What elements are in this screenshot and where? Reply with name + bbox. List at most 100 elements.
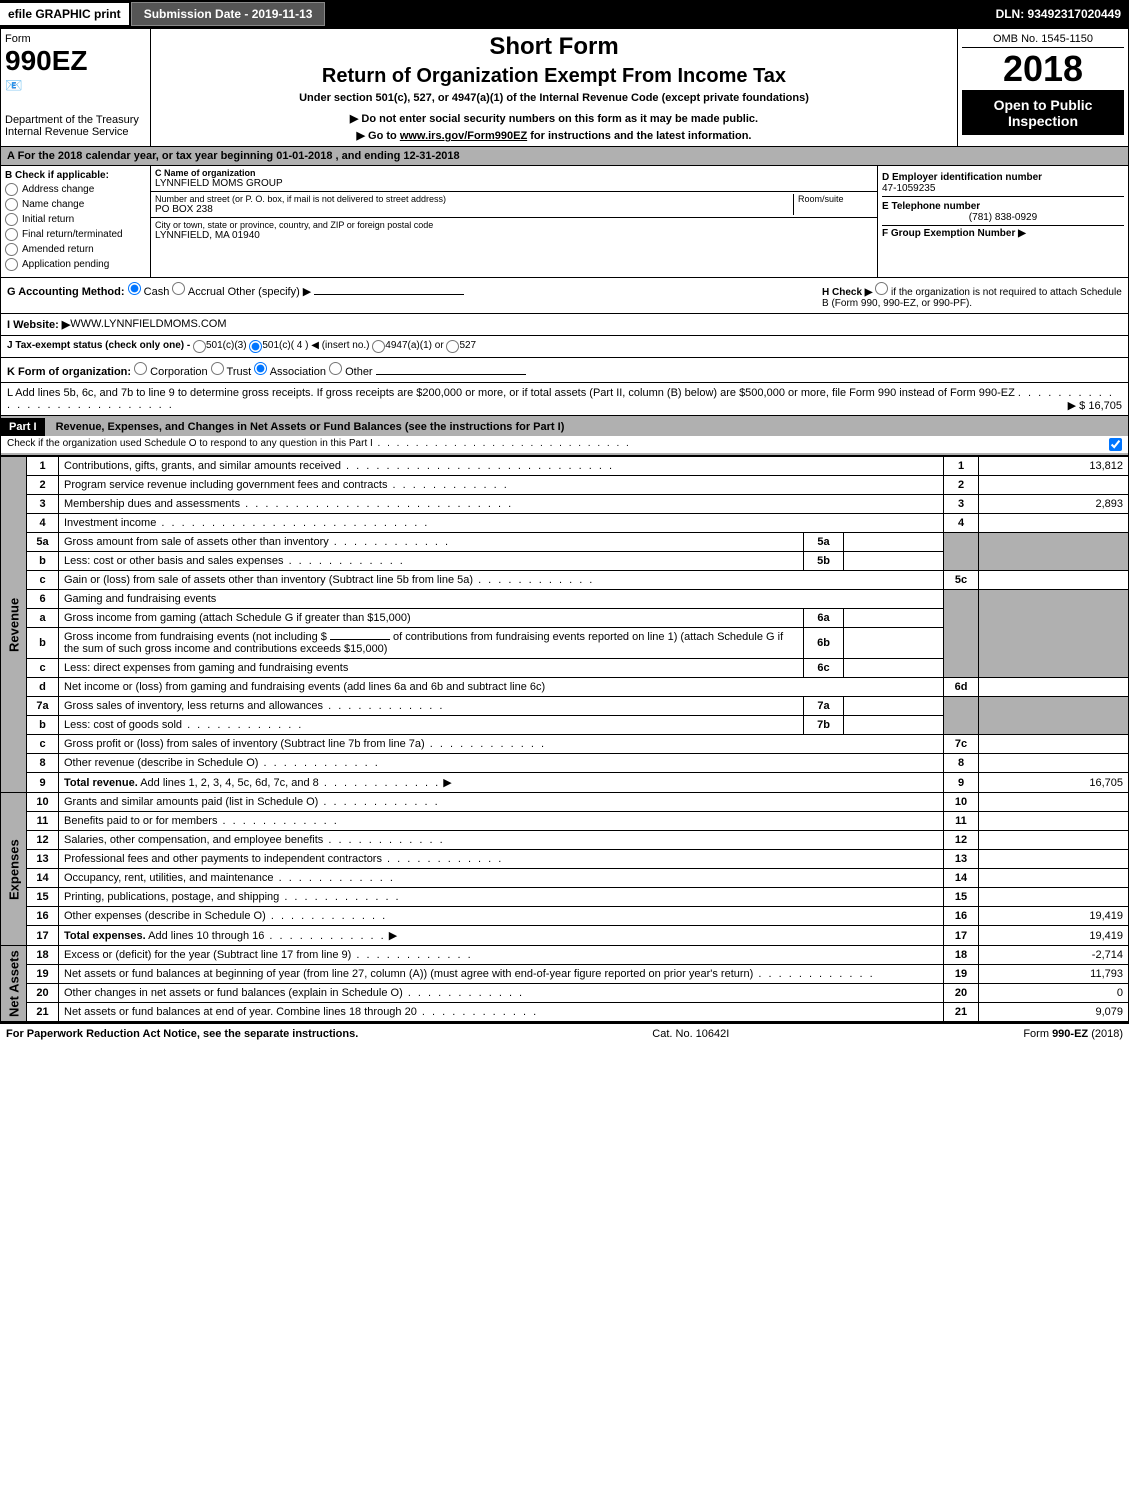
chk-address-change[interactable]: Address change xyxy=(5,183,146,196)
line-19-val: 11,793 xyxy=(979,965,1129,984)
l-amount: ▶ $ 16,705 xyxy=(1068,399,1122,412)
line-12-desc: Salaries, other compensation, and employ… xyxy=(64,834,323,846)
line-6c-desc: Less: direct expenses from gaming and fu… xyxy=(64,662,348,674)
dln-label: DLN: 93492317020449 xyxy=(988,3,1129,25)
chk-name-change[interactable]: Name change xyxy=(5,198,146,211)
radio-cash[interactable] xyxy=(128,282,141,295)
line-21-desc: Net assets or fund balances at end of ye… xyxy=(64,1006,417,1018)
line-16-val: 19,419 xyxy=(979,907,1129,926)
footer-left: For Paperwork Reduction Act Notice, see … xyxy=(6,1028,358,1040)
other-org-blank[interactable] xyxy=(376,374,526,375)
line-16-desc: Other expenses (describe in Schedule O) xyxy=(64,910,266,922)
col-c-name-address: C Name of organization LYNNFIELD MOMS GR… xyxy=(151,166,878,277)
open-public: Open to Public Inspection xyxy=(962,91,1124,135)
radio-address[interactable] xyxy=(5,183,18,196)
part1-label: Part I xyxy=(1,418,45,436)
under-section: Under section 501(c), 527, or 4947(a)(1)… xyxy=(155,92,953,104)
tax-year: 2018 xyxy=(962,48,1124,91)
radio-accrual[interactable] xyxy=(172,282,185,295)
row-j: J Tax-exempt status (check only one) - 5… xyxy=(0,336,1129,358)
line-5b-desc: Less: cost or other basis and sales expe… xyxy=(64,555,284,567)
row-a-tax-year: A For the 2018 calendar year, or tax yea… xyxy=(0,147,1129,166)
revenue-side-label: Revenue xyxy=(1,457,27,793)
line-7c-desc: Gross profit or (loss) from sales of inv… xyxy=(64,738,425,750)
radio-corp[interactable] xyxy=(134,362,147,375)
org-name: LYNNFIELD MOMS GROUP xyxy=(155,178,873,189)
line-20-desc: Other changes in net assets or fund bala… xyxy=(64,987,403,999)
l-text: L Add lines 5b, 6c, and 7b to line 9 to … xyxy=(7,387,1015,399)
header-left: Form 990EZ 📧 Department of the Treasury … xyxy=(1,29,151,146)
radio-name[interactable] xyxy=(5,198,18,211)
netassets-side-label: Net Assets xyxy=(1,946,27,1022)
radio-amended[interactable] xyxy=(5,243,18,256)
line-6-desc: Gaming and fundraising events xyxy=(59,590,944,609)
radio-assoc[interactable] xyxy=(254,362,267,375)
part1-title: Revenue, Expenses, and Changes in Net As… xyxy=(56,421,565,433)
line-12-val xyxy=(979,831,1129,850)
line-19-desc: Net assets or fund balances at beginning… xyxy=(64,968,753,980)
line-6b-desc1: Gross income from fundraising events (no… xyxy=(64,631,327,643)
line-7c-val xyxy=(979,735,1129,754)
lines-table: Revenue 1 Contributions, gifts, grants, … xyxy=(0,456,1129,1022)
row-i: I Website: ▶ WWW.LYNNFIELDMOMS.COM xyxy=(0,314,1129,336)
line-6d-desc: Net income or (loss) from gaming and fun… xyxy=(64,681,545,693)
chk-pending[interactable]: Application pending xyxy=(5,258,146,271)
efile-label[interactable]: efile GRAPHIC print xyxy=(0,3,129,25)
line-9-desc: Add lines 1, 2, 3, 4, 5c, 6d, 7c, and 8 xyxy=(140,777,319,789)
header-right: OMB No. 1545-1150 2018 Open to Public In… xyxy=(958,29,1128,146)
radio-501c[interactable] xyxy=(249,340,262,353)
radio-final[interactable] xyxy=(5,228,18,241)
line-5c-desc: Gain or (loss) from sale of assets other… xyxy=(64,574,473,586)
line-13-val xyxy=(979,850,1129,869)
line-6b-blank[interactable] xyxy=(330,639,390,640)
line-21-val: 9,079 xyxy=(979,1003,1129,1022)
line-17-val: 19,419 xyxy=(979,926,1129,946)
footer-right: Form 990-EZ (2018) xyxy=(1023,1028,1123,1040)
form-number: 990EZ xyxy=(5,45,146,77)
radio-h[interactable] xyxy=(875,282,888,295)
do-not-enter: ▶ Do not enter social security numbers o… xyxy=(155,112,953,125)
radio-initial[interactable] xyxy=(5,213,18,226)
website-val: WWW.LYNNFIELDMOMS.COM xyxy=(70,318,226,331)
radio-trust[interactable] xyxy=(211,362,224,375)
year-end: 12-31-2018 xyxy=(403,150,459,162)
room-label: Room/suite xyxy=(798,194,873,204)
line-6c-val xyxy=(844,659,944,678)
line-7a-desc: Gross sales of inventory, less returns a… xyxy=(64,700,323,712)
line-11-val xyxy=(979,812,1129,831)
other-specify-blank[interactable] xyxy=(314,294,464,295)
city-label: City or town, state or province, country… xyxy=(155,220,873,230)
form-label: Form xyxy=(5,33,146,45)
radio-527[interactable] xyxy=(446,340,459,353)
dept-label: Department of the Treasury xyxy=(5,114,146,126)
line-10-desc: Grants and similar amounts paid (list in… xyxy=(64,796,318,808)
short-form-title: Short Form xyxy=(155,33,953,61)
radio-4947[interactable] xyxy=(372,340,385,353)
return-title: Return of Organization Exempt From Incom… xyxy=(155,65,953,88)
entity-row: B Check if applicable: Address change Na… xyxy=(0,166,1129,278)
expenses-side-label: Expenses xyxy=(1,793,27,946)
line-7a-val xyxy=(844,697,944,716)
radio-501c3[interactable] xyxy=(193,340,206,353)
chk-amended[interactable]: Amended return xyxy=(5,243,146,256)
line-10-val xyxy=(979,793,1129,812)
street-label: Number and street (or P. O. box, if mail… xyxy=(155,194,793,204)
page-footer: For Paperwork Reduction Act Notice, see … xyxy=(0,1022,1129,1044)
phone-val: (781) 838-0929 xyxy=(882,212,1124,223)
line-2-val xyxy=(979,476,1129,495)
line-5a-desc: Gross amount from sale of assets other t… xyxy=(64,536,329,548)
radio-other-org[interactable] xyxy=(329,362,342,375)
chk-final[interactable]: Final return/terminated xyxy=(5,228,146,241)
goto-link[interactable]: ▶ Go to www.irs.gov/Form990EZ for instru… xyxy=(155,129,953,142)
f-label: F Group Exemption Number ▶ xyxy=(882,228,1026,239)
check-o-box[interactable] xyxy=(1109,438,1122,451)
chk-initial[interactable]: Initial return xyxy=(5,213,146,226)
ein-val: 47-1059235 xyxy=(882,183,1124,194)
radio-pending[interactable] xyxy=(5,258,18,271)
street-val: PO BOX 238 xyxy=(155,204,793,215)
line-4-val xyxy=(979,514,1129,533)
j-label: J Tax-exempt status (check only one) - xyxy=(7,340,190,353)
irs-label: Internal Revenue Service xyxy=(5,126,146,138)
line-3-val: 2,893 xyxy=(979,495,1129,514)
line-14-val xyxy=(979,869,1129,888)
